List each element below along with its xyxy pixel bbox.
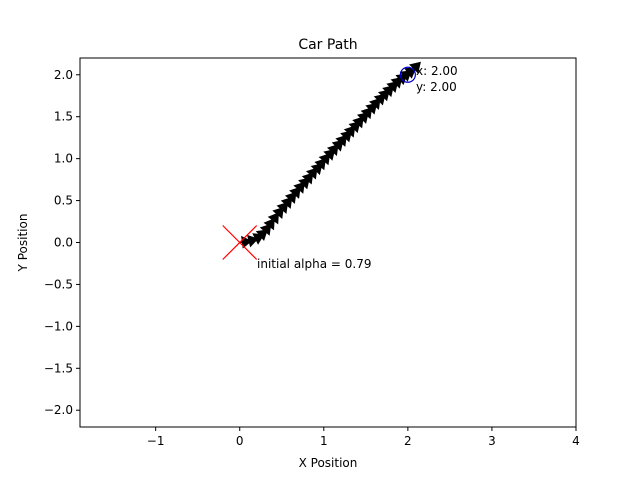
y-axis-title: Y Position xyxy=(16,214,30,273)
x-tick-label: 2 xyxy=(404,434,412,448)
y-tick-label: 1.0 xyxy=(54,152,73,166)
y-tick-label: 1.5 xyxy=(54,110,73,124)
chart-title: Car Path xyxy=(298,37,357,53)
x-ticks: −1 0 1 2 3 4 xyxy=(147,427,580,448)
goal-y-annotation: y: 2.00 xyxy=(416,80,457,94)
path-layer xyxy=(239,61,421,249)
x-tick-label: −1 xyxy=(147,434,165,448)
marker-layer xyxy=(222,66,416,260)
y-tick-label: 0.0 xyxy=(54,236,73,250)
x-axis-title: X Position xyxy=(299,456,358,470)
goal-x-annotation: x: 2.00 xyxy=(416,64,458,78)
y-tick-label: −0.5 xyxy=(44,277,73,291)
goal-marker xyxy=(399,66,416,83)
y-tick-label: −1.0 xyxy=(44,319,73,333)
alpha-annotation: initial alpha = 0.79 xyxy=(257,257,371,271)
x-tick-label: 0 xyxy=(236,434,244,448)
y-tick-label: 0.5 xyxy=(54,194,73,208)
x-tick-label: 4 xyxy=(572,434,580,448)
y-tick-label: −2.0 xyxy=(44,403,73,417)
x-tick-label: 3 xyxy=(488,434,496,448)
start-marker-stroke xyxy=(222,225,258,260)
y-tick-label: −1.5 xyxy=(44,361,73,375)
y-tick-label: 2.0 xyxy=(54,68,73,82)
x-tick-label: 1 xyxy=(320,434,328,448)
y-ticks: −2.0 −1.5 −1.0 −0.5 0.0 0.5 1.0 1.5 2.0 xyxy=(44,68,80,417)
plot-area xyxy=(80,58,576,427)
